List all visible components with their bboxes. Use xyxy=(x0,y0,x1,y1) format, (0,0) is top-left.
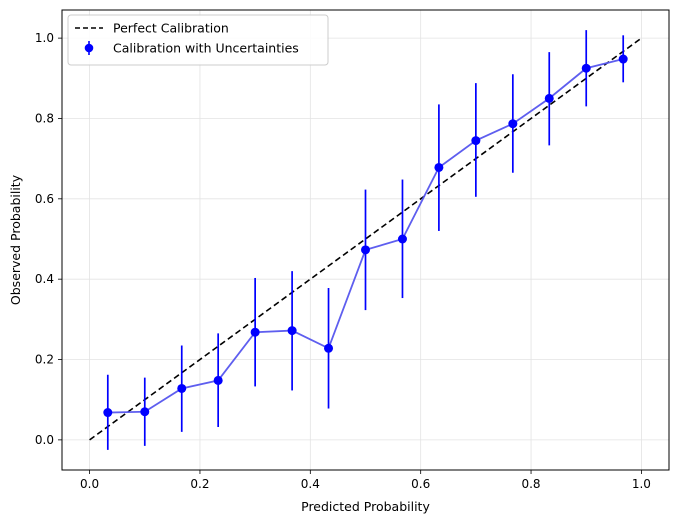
y-tick-label: 0.2 xyxy=(35,353,54,367)
data-point xyxy=(140,407,150,417)
data-point xyxy=(471,136,481,146)
legend-box xyxy=(67,14,329,66)
data-point xyxy=(250,327,260,337)
legend: Perfect Calibration Calibration with Unc… xyxy=(67,14,329,66)
data-point xyxy=(618,54,628,64)
y-tick-label: 0.8 xyxy=(35,111,54,125)
x-axis-ticks: 0.0 0.2 0.4 0.6 0.8 1.0 xyxy=(80,470,651,491)
data-point xyxy=(544,93,554,103)
data-point xyxy=(434,162,444,172)
x-tick-label: 0.8 xyxy=(521,477,540,491)
y-tick-label: 0.0 xyxy=(35,433,54,447)
data-point xyxy=(324,343,334,353)
y-axis-ticks: 0.0 0.2 0.4 0.6 0.8 1.0 xyxy=(35,31,62,447)
series-layer xyxy=(89,30,642,450)
data-point xyxy=(581,63,591,73)
data-point xyxy=(397,234,407,244)
data-point xyxy=(103,408,113,418)
x-tick-label: 1.0 xyxy=(632,477,651,491)
legend-perfect-label: Perfect Calibration xyxy=(113,21,229,36)
data-point xyxy=(177,383,187,393)
x-axis-label: Predicted Probability xyxy=(301,499,430,514)
x-tick-label: 0.4 xyxy=(301,477,320,491)
y-tick-label: 0.4 xyxy=(35,272,54,286)
plot-frame xyxy=(61,9,670,471)
y-axis-label: Observed Probability xyxy=(8,174,23,305)
x-tick-label: 0.0 xyxy=(80,477,99,491)
data-point xyxy=(287,326,297,336)
data-point xyxy=(361,245,370,255)
legend-uncertainty-label: Calibration with Uncertainties xyxy=(113,41,299,56)
data-point xyxy=(508,119,518,129)
legend-marker-icon xyxy=(84,43,94,53)
x-tick-label: 0.6 xyxy=(411,477,430,491)
data-point xyxy=(213,375,223,385)
x-tick-label: 0.2 xyxy=(190,477,209,491)
y-tick-label: 0.6 xyxy=(35,192,54,206)
y-tick-label: 1.0 xyxy=(35,31,54,45)
